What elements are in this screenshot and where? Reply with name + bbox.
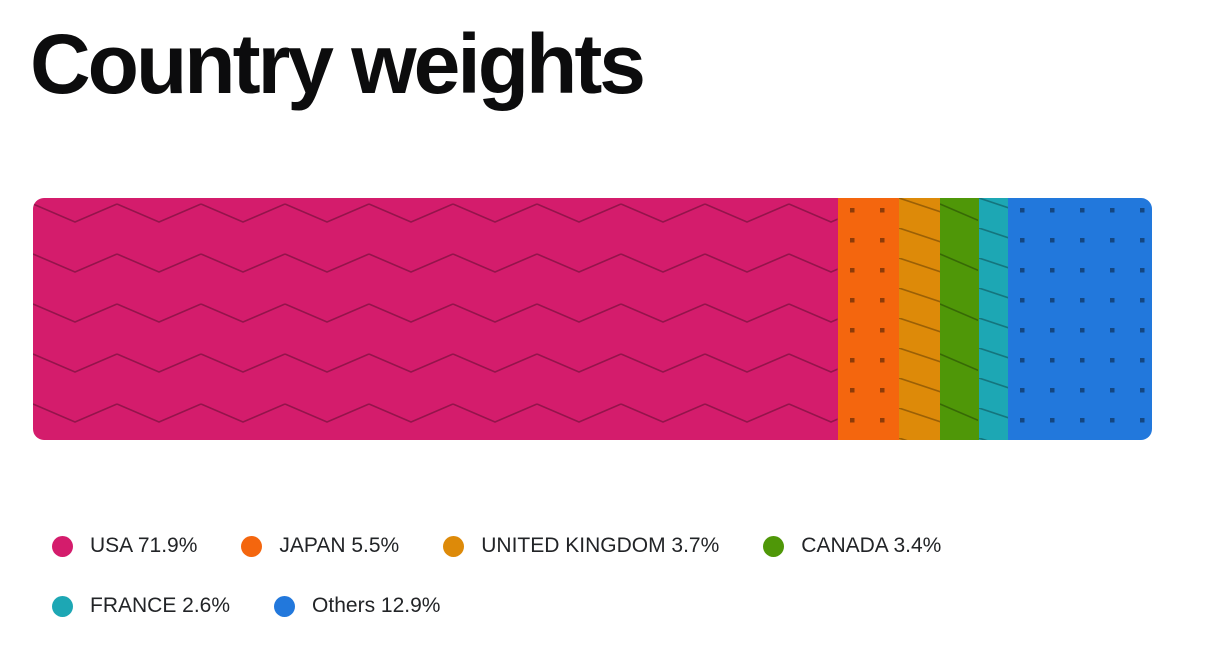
legend-item-france[interactable]: FRANCE 2.6% xyxy=(52,594,230,618)
legend: USA 71.9% JAPAN 5.5% UNITED KINGDOM 3.7% CA… xyxy=(52,534,941,618)
bar-segment-france[interactable] xyxy=(978,198,1008,440)
legend-item-usa[interactable]: USA 71.9% xyxy=(52,534,197,558)
france-legend-dot-icon xyxy=(52,595,73,617)
canada-legend-dot-icon xyxy=(763,535,785,557)
country-weights-stacked-bar xyxy=(33,198,1152,440)
legend-item-others[interactable]: Others 12.9% xyxy=(274,594,440,618)
diagonal-lines-pattern xyxy=(899,198,941,440)
others-legend-dot-icon xyxy=(274,595,296,617)
legend-label: CANADA 3.4% xyxy=(801,534,942,557)
japan-legend-dot-icon xyxy=(241,535,263,557)
usa-legend-dot-icon xyxy=(52,535,73,557)
legend-label: UNITED KINGDOM 3.7% xyxy=(481,534,720,557)
legend-item-united-kingdom[interactable]: UNITED KINGDOM 3.7% xyxy=(443,534,719,558)
united-kingdom-legend-dot-icon xyxy=(443,535,465,557)
bar-segment-japan[interactable] xyxy=(837,198,900,440)
legend-label: FRANCE 2.6% xyxy=(90,594,231,617)
bar-segment-canada[interactable] xyxy=(940,198,979,440)
bar-segment-united-kingdom[interactable] xyxy=(899,198,941,440)
zigzag-pattern xyxy=(940,198,979,440)
dots-pattern xyxy=(1007,198,1152,440)
legend-row-2: FRANCE 2.6% Others 12.9% xyxy=(52,594,941,618)
chart-title: Country weights xyxy=(30,17,646,111)
zigzag-pattern xyxy=(33,198,838,440)
legend-item-canada[interactable]: CANADA 3.4% xyxy=(763,534,941,558)
legend-label: USA 71.9% xyxy=(90,534,198,557)
bar-segment-others[interactable] xyxy=(1007,198,1152,440)
legend-row-1: USA 71.9% JAPAN 5.5% UNITED KINGDOM 3.7% CA… xyxy=(52,534,941,558)
legend-label: Others 12.9% xyxy=(312,594,441,617)
dots-pattern xyxy=(837,198,900,440)
legend-item-japan[interactable]: JAPAN 5.5% xyxy=(241,534,399,558)
legend-label: JAPAN 5.5% xyxy=(279,534,400,557)
bar-segment-usa[interactable] xyxy=(33,198,838,440)
diagonal-lines-pattern xyxy=(978,198,1008,440)
